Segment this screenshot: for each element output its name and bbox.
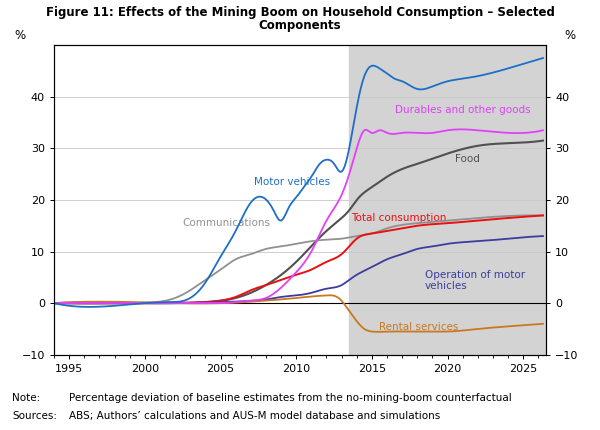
Text: Sources:: Sources: [12,411,57,421]
Text: Percentage deviation of baseline estimates from the no-mining-boom counterfactua: Percentage deviation of baseline estimat… [69,393,512,403]
Text: Components: Components [259,19,341,32]
Bar [349,45,554,355]
Text: Note:: Note: [12,393,40,403]
Text: Operation of motor
vehicles: Operation of motor vehicles [425,270,525,291]
Text: Communications: Communications [182,218,271,228]
Text: Food: Food [455,154,480,164]
Text: Durables and other goods: Durables and other goods [395,105,530,115]
Text: %: % [565,29,575,42]
Text: Rental services: Rental services [379,322,459,332]
Text: Total consumption: Total consumption [351,213,446,223]
Text: Motor vehicles: Motor vehicles [254,177,330,187]
Text: %: % [14,29,26,42]
Text: ABS; Authors’ calculations and AUS-M model database and simulations: ABS; Authors’ calculations and AUS-M mod… [69,411,440,421]
Text: Figure 11: Effects of the Mining Boom on Household Consumption – Selected: Figure 11: Effects of the Mining Boom on… [46,6,554,19]
